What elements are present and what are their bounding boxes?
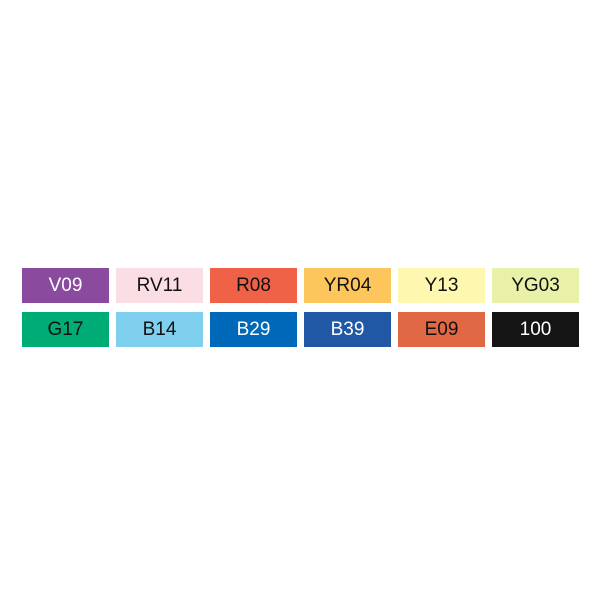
color-swatch-v09: V09	[22, 268, 109, 303]
color-swatch-b29: B29	[210, 312, 297, 347]
color-swatch-b39: B39	[304, 312, 391, 347]
color-swatch-100: 100	[492, 312, 579, 347]
color-swatch-g17: G17	[22, 312, 109, 347]
color-swatch-y13: Y13	[398, 268, 485, 303]
color-swatch-r08: R08	[210, 268, 297, 303]
color-swatch-grid: V09 RV11 R08 YR04 Y13 YG03 G17 B14 B29 B39 E09 100	[22, 268, 579, 347]
color-swatch-yg03: YG03	[492, 268, 579, 303]
color-swatch-yr04: YR04	[304, 268, 391, 303]
color-swatch-e09: E09	[398, 312, 485, 347]
color-swatch-rv11: RV11	[116, 268, 203, 303]
color-swatch-b14: B14	[116, 312, 203, 347]
